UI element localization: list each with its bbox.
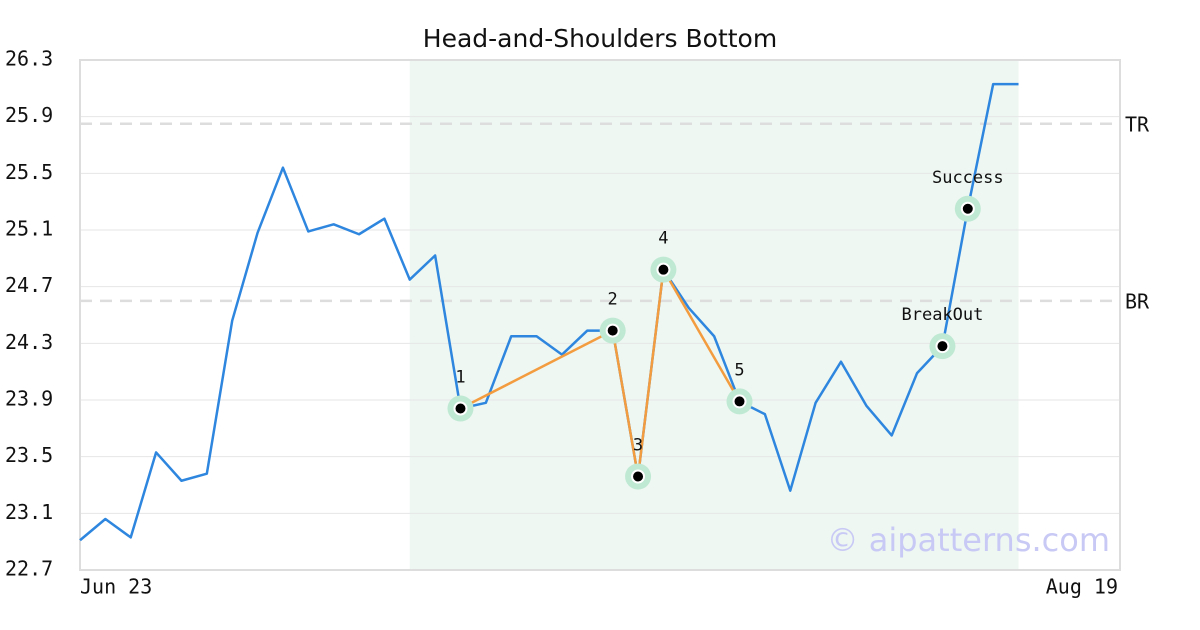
chart-title: Head-and-Shoulders Bottom [423, 24, 777, 53]
y-tick-label: 26.3 [5, 47, 53, 71]
point-label: 3 [633, 436, 643, 456]
point-dot [960, 201, 975, 216]
point-dot [732, 394, 747, 409]
point-label: 1 [455, 368, 465, 388]
y-tick-label: 23.1 [5, 500, 53, 524]
y-tick-label: 25.9 [5, 103, 53, 127]
point-dot [631, 469, 646, 484]
y-tick-label: 25.5 [5, 160, 53, 184]
point-dot [453, 401, 468, 416]
point-label: 5 [734, 360, 744, 380]
watermark: © aipatterns.com [827, 521, 1110, 559]
point-label: 2 [608, 290, 618, 310]
y-tick-label: 24.7 [5, 273, 53, 297]
level-label: BR [1125, 289, 1150, 313]
point-dot [656, 262, 671, 277]
x-tick-label: Jun 23 [80, 575, 152, 599]
y-tick-label: 23.9 [5, 387, 53, 411]
point-label: BreakOut [901, 305, 983, 325]
point-dot [605, 323, 620, 338]
point-dot [935, 339, 950, 354]
y-tick-label: 23.5 [5, 443, 53, 467]
plot-frame [79, 59, 1121, 571]
point-label: 4 [658, 229, 668, 249]
y-tick-label: 25.1 [5, 217, 53, 241]
y-tick-label: 24.3 [5, 330, 53, 354]
point-label: Success [932, 168, 1004, 188]
level-label: TR [1125, 112, 1150, 136]
price-line [79, 82, 1019, 542]
x-tick-label: Aug 19 [1046, 575, 1118, 599]
pattern-zone [409, 60, 1019, 570]
y-tick-label: 22.7 [5, 557, 53, 581]
